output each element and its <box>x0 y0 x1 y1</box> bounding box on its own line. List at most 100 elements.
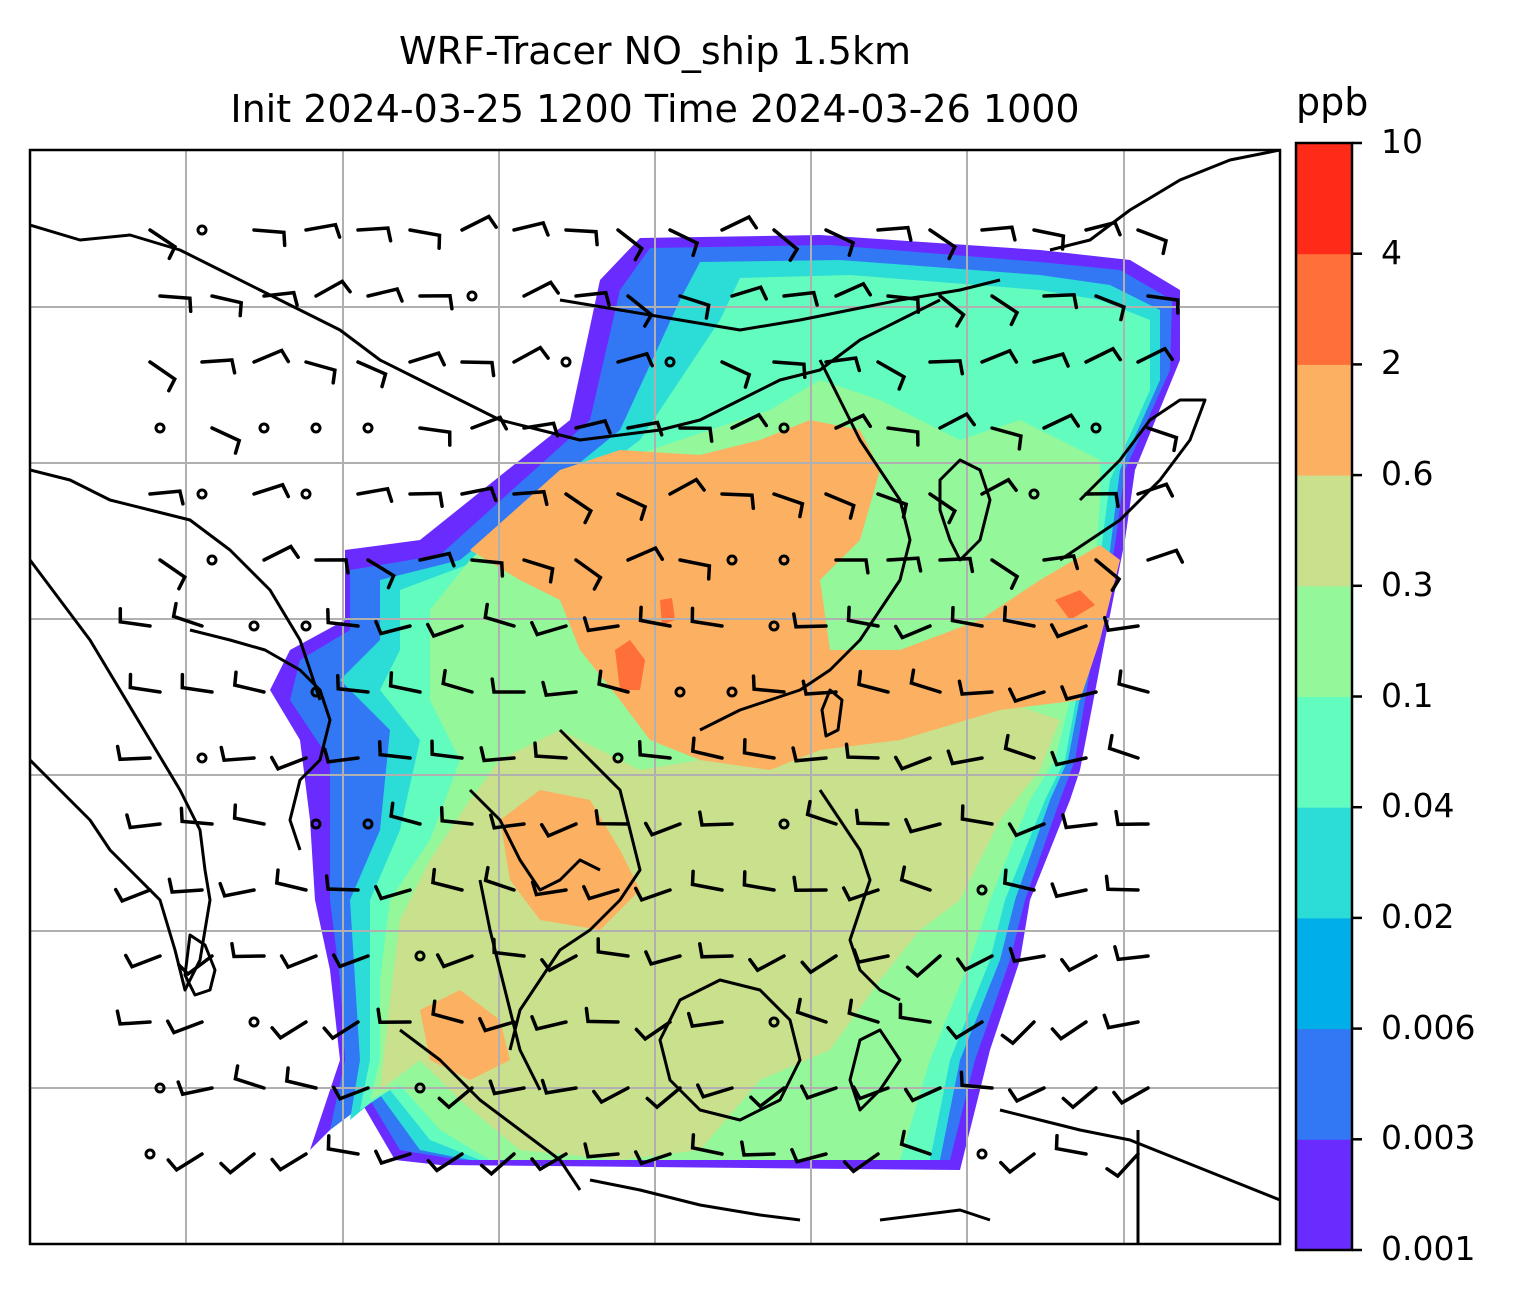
wind-barb <box>148 489 185 506</box>
calm-wind-marker <box>664 356 676 368</box>
wind-barb <box>1007 1086 1046 1104</box>
wind-barb <box>1136 228 1169 256</box>
wind-barb <box>533 741 568 760</box>
wind-barb <box>488 1079 526 1096</box>
wind-barb <box>522 558 555 584</box>
field-red-spots <box>615 590 1095 690</box>
wind-barb <box>938 556 975 574</box>
colorbar-tick-label: 0.02 <box>1381 896 1455 936</box>
calm-wind-marker <box>258 422 270 434</box>
wind-barb <box>583 1142 620 1159</box>
wind-barb <box>1084 346 1123 364</box>
colorbar-tick-label: 0.6 <box>1381 454 1434 494</box>
wind-barb <box>1084 220 1122 237</box>
wind-barb <box>1061 1086 1098 1110</box>
wind-barb <box>645 1086 682 1110</box>
calm-wind-marker <box>196 488 208 500</box>
wind-barb <box>938 294 966 328</box>
wind-barb <box>180 672 214 694</box>
wind-barb <box>893 755 932 771</box>
wind-barb <box>772 492 805 519</box>
wind-barb <box>123 953 162 969</box>
calm-wind-marker <box>768 1016 780 1028</box>
wind-barb <box>946 749 984 766</box>
wind-barb <box>418 294 454 311</box>
wind-barb <box>326 607 360 628</box>
wind-barb <box>903 1086 942 1103</box>
wind-barb <box>846 605 880 628</box>
calm-wind-marker <box>778 422 790 434</box>
wind-barb <box>698 942 734 959</box>
wind-barb <box>1114 809 1150 827</box>
wind-barb <box>842 1152 880 1174</box>
wind-barb <box>792 875 828 892</box>
wind-barb <box>1032 352 1070 368</box>
calm-wind-marker <box>976 1148 988 1160</box>
calm-wind-marker <box>726 554 738 566</box>
wind-barb <box>876 492 909 519</box>
wind-barb <box>801 679 838 696</box>
wind-barb <box>800 954 838 975</box>
wind-barb <box>742 870 776 892</box>
wind-barb <box>876 360 907 391</box>
wind-barb <box>1107 733 1140 760</box>
wind-barb <box>522 280 560 298</box>
calm-wind-marker <box>196 752 208 764</box>
calm-wind-marker <box>414 950 426 962</box>
wind-barb <box>1146 294 1180 315</box>
wind-barb <box>115 744 152 762</box>
wind-barb <box>431 999 464 1024</box>
wind-barb <box>262 544 300 562</box>
calm-wind-marker <box>778 554 790 566</box>
wind-barb <box>1136 346 1174 364</box>
wind-barb <box>720 492 756 510</box>
wind-barb <box>262 290 299 307</box>
wind-barb <box>158 558 187 591</box>
wind-barb <box>834 281 873 298</box>
wind-barb <box>218 881 256 898</box>
wind-barb <box>460 486 498 503</box>
wind-barb <box>539 822 578 839</box>
wind-barb <box>690 736 724 760</box>
coastline-borneo <box>658 978 802 1122</box>
wind-barb <box>530 880 568 897</box>
wind-barb <box>999 1152 1036 1175</box>
wind-barb <box>782 290 819 307</box>
wind-barb <box>128 672 162 694</box>
wind-barb <box>824 356 862 373</box>
wind-barb <box>460 360 496 378</box>
coastline-korea <box>938 458 992 562</box>
wind-barb <box>956 954 994 972</box>
wind-barb <box>377 739 412 760</box>
coastline-timor <box>879 1208 991 1222</box>
wind-barb <box>418 551 456 568</box>
wind-barb <box>957 679 994 696</box>
calm-wind-marker <box>1028 488 1040 500</box>
wind-barb <box>219 745 256 763</box>
wind-barb <box>886 556 923 573</box>
wind-barb <box>210 294 244 318</box>
wind-barb <box>408 491 444 508</box>
wind-barb <box>905 954 942 979</box>
wind-barb <box>1042 292 1079 310</box>
wind-barb <box>1084 491 1120 509</box>
colorbar-segment <box>1296 364 1352 476</box>
calm-wind-marker <box>362 818 374 830</box>
wind-barb <box>928 492 958 525</box>
wind-barb <box>1050 1020 1088 1042</box>
wind-barb <box>834 413 873 430</box>
wind-barb <box>626 420 664 437</box>
wind-barb <box>1003 733 1036 760</box>
wind-barb <box>389 801 422 826</box>
wind-barb <box>1060 685 1098 702</box>
wind-barb <box>125 813 162 830</box>
wind-barb <box>582 884 620 901</box>
calm-wind-marker <box>154 422 166 434</box>
wind-barb <box>115 1009 152 1026</box>
wind-barb <box>633 886 672 903</box>
wind-barb <box>176 1080 214 1097</box>
wind-barb <box>541 680 578 697</box>
wind-barb <box>492 937 526 958</box>
colorbar-units-label: ppb <box>1296 80 1369 124</box>
wind-barb <box>1050 750 1088 767</box>
